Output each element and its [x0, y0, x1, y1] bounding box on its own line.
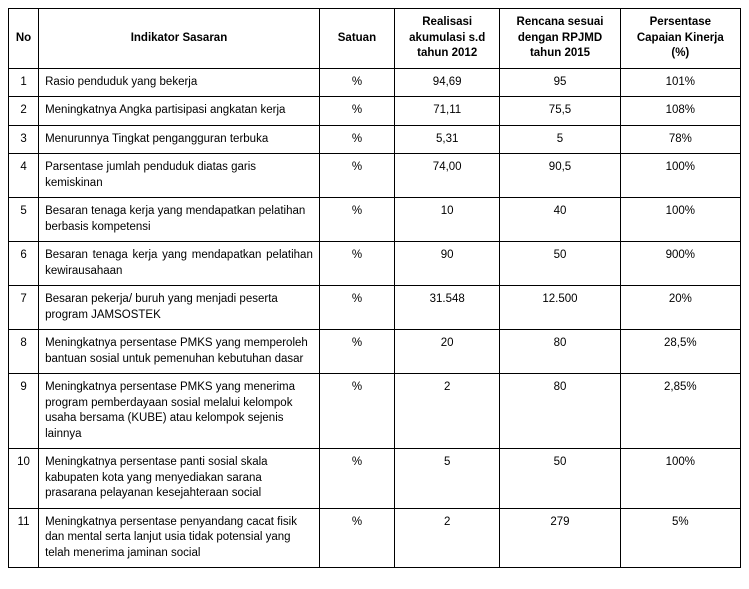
- cell-no: 7: [9, 286, 39, 330]
- col-header-satuan: Satuan: [319, 9, 394, 69]
- cell-satuan: %: [319, 286, 394, 330]
- indicator-table: No Indikator Sasaran Satuan Realisasi ak…: [8, 8, 741, 568]
- cell-persentase: 100%: [620, 449, 740, 509]
- cell-realisasi: 71,11: [395, 97, 500, 126]
- table-row: 4Parsentase jumlah penduduk diatas garis…: [9, 154, 741, 198]
- cell-indikator: Parsentase jumlah penduduk diatas garis …: [39, 154, 320, 198]
- cell-persentase: 78%: [620, 125, 740, 154]
- cell-no: 6: [9, 242, 39, 286]
- table-row: 9Meningkatnya persentase PMKS yang mener…: [9, 374, 741, 449]
- cell-rencana: 80: [500, 374, 620, 449]
- cell-indikator: Menurunnya Tingkat pengangguran terbuka: [39, 125, 320, 154]
- cell-persentase: 900%: [620, 242, 740, 286]
- cell-indikator: Rasio penduduk yang bekerja: [39, 68, 320, 97]
- cell-rencana: 80: [500, 330, 620, 374]
- cell-no: 2: [9, 97, 39, 126]
- table-row: 5Besaran tenaga kerja yang mendapatkan p…: [9, 198, 741, 242]
- cell-no: 3: [9, 125, 39, 154]
- cell-realisasi: 74,00: [395, 154, 500, 198]
- table-row: 1Rasio penduduk yang bekerja%94,6995101%: [9, 68, 741, 97]
- cell-indikator: Besaran tenaga kerja yang mendapatkan pe…: [39, 198, 320, 242]
- cell-rencana: 50: [500, 449, 620, 509]
- cell-indikator: Meningkatnya persentase penyandang cacat…: [39, 508, 320, 568]
- cell-persentase: 101%: [620, 68, 740, 97]
- cell-no: 11: [9, 508, 39, 568]
- cell-realisasi: 5,31: [395, 125, 500, 154]
- cell-persentase: 20%: [620, 286, 740, 330]
- cell-rencana: 5: [500, 125, 620, 154]
- cell-persentase: 28,5%: [620, 330, 740, 374]
- col-header-persentase: Persentase Capaian Kinerja (%): [620, 9, 740, 69]
- table-row: 6Besaran tenaga kerja yang mendapatkan p…: [9, 242, 741, 286]
- table-row: 3Menurunnya Tingkat pengangguran terbuka…: [9, 125, 741, 154]
- cell-satuan: %: [319, 154, 394, 198]
- table-header: No Indikator Sasaran Satuan Realisasi ak…: [9, 9, 741, 69]
- table-body: 1Rasio penduduk yang bekerja%94,6995101%…: [9, 68, 741, 568]
- cell-satuan: %: [319, 97, 394, 126]
- cell-realisasi: 2: [395, 508, 500, 568]
- col-header-no: No: [9, 9, 39, 69]
- cell-rencana: 95: [500, 68, 620, 97]
- cell-satuan: %: [319, 125, 394, 154]
- cell-rencana: 279: [500, 508, 620, 568]
- cell-realisasi: 2: [395, 374, 500, 449]
- cell-no: 8: [9, 330, 39, 374]
- table-row: 10Meningkatnya persentase panti sosial s…: [9, 449, 741, 509]
- cell-no: 9: [9, 374, 39, 449]
- cell-no: 4: [9, 154, 39, 198]
- table-row: 7 Besaran pekerja/ buruh yang menjadi pe…: [9, 286, 741, 330]
- cell-no: 5: [9, 198, 39, 242]
- cell-realisasi: 94,69: [395, 68, 500, 97]
- cell-satuan: %: [319, 330, 394, 374]
- cell-satuan: %: [319, 68, 394, 97]
- cell-no: 1: [9, 68, 39, 97]
- cell-rencana: 50: [500, 242, 620, 286]
- cell-indikator: Meningkatnya persentase panti sosial ska…: [39, 449, 320, 509]
- table-row: 2Meningkatnya Angka partisipasi angkatan…: [9, 97, 741, 126]
- cell-satuan: %: [319, 242, 394, 286]
- cell-persentase: 2,85%: [620, 374, 740, 449]
- cell-no: 10: [9, 449, 39, 509]
- cell-rencana: 40: [500, 198, 620, 242]
- col-header-realisasi: Realisasi akumulasi s.d tahun 2012: [395, 9, 500, 69]
- cell-satuan: %: [319, 374, 394, 449]
- cell-indikator: Besaran pekerja/ buruh yang menjadi pese…: [39, 286, 320, 330]
- col-header-rencana: Rencana sesuai dengan RPJMD tahun 2015: [500, 9, 620, 69]
- cell-realisasi: 90: [395, 242, 500, 286]
- cell-realisasi: 31.548: [395, 286, 500, 330]
- cell-realisasi: 10: [395, 198, 500, 242]
- cell-rencana: 75,5: [500, 97, 620, 126]
- cell-satuan: %: [319, 198, 394, 242]
- cell-rencana: 90,5: [500, 154, 620, 198]
- cell-satuan: %: [319, 449, 394, 509]
- cell-rencana: 12.500: [500, 286, 620, 330]
- cell-realisasi: 5: [395, 449, 500, 509]
- col-header-indikator: Indikator Sasaran: [39, 9, 320, 69]
- cell-indikator: Meningkatnya persentase PMKS yang memper…: [39, 330, 320, 374]
- cell-persentase: 100%: [620, 154, 740, 198]
- cell-realisasi: 20: [395, 330, 500, 374]
- cell-persentase: 5%: [620, 508, 740, 568]
- table-row: 11Meningkatnya persentase penyandang cac…: [9, 508, 741, 568]
- cell-satuan: %: [319, 508, 394, 568]
- cell-indikator: Besaran tenaga kerja yang mendapatkan pe…: [39, 242, 320, 286]
- cell-indikator: Meningkatnya Angka partisipasi angkatan …: [39, 97, 320, 126]
- cell-persentase: 108%: [620, 97, 740, 126]
- cell-persentase: 100%: [620, 198, 740, 242]
- table-row: 8Meningkatnya persentase PMKS yang mempe…: [9, 330, 741, 374]
- cell-indikator: Meningkatnya persentase PMKS yang meneri…: [39, 374, 320, 449]
